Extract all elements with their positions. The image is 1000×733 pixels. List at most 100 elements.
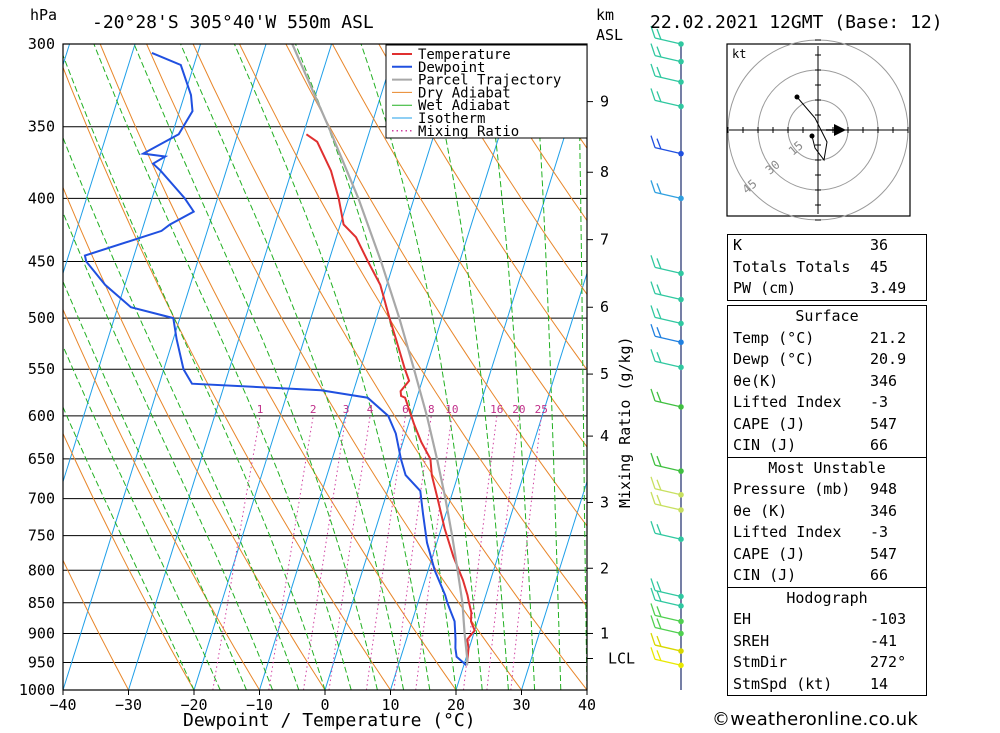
- pressure-tick-label: 400: [28, 189, 55, 207]
- mixing-ratio-line: [303, 415, 347, 690]
- stat-row: Dewp (°C) 20.9: [733, 350, 907, 368]
- barb-flag: [656, 523, 662, 535]
- wind-barb: [650, 180, 684, 202]
- mixing-ratio-line: [212, 415, 261, 690]
- wind-barb: [650, 521, 684, 543]
- temperature-tick-label: −10: [246, 696, 273, 714]
- stat-row: CAPE (J) 547: [733, 544, 898, 563]
- barb-shaft: [654, 191, 682, 199]
- dewpoint-line: [83, 51, 468, 667]
- wind-level-dot: [678, 593, 684, 600]
- wind-barb: [650, 281, 684, 303]
- temperature-line: [305, 133, 476, 666]
- run-datetime: 22.02.2021 12GMT (Base: 12): [650, 12, 943, 33]
- surface-table: Surface Temp (°C) 21.2 Dewp (°C) 20.9 θe(K…: [727, 305, 927, 696]
- dry-adiabat-line: [378, 44, 587, 371]
- wet-adiabat-line: [63, 405, 195, 690]
- wind-level-dot: [678, 364, 684, 371]
- dry-adiabat-line: [63, 559, 129, 690]
- wind-level-dot: [678, 339, 684, 346]
- km-tick-label: 7: [600, 231, 609, 249]
- wind-barb: [650, 578, 684, 600]
- stat-row: CAPE (J) 547: [733, 414, 898, 433]
- barb-flag: [656, 326, 662, 338]
- barb-flag: [650, 88, 656, 101]
- mixing-ratio-line: [510, 415, 542, 690]
- wind-profile: [650, 25, 684, 690]
- wind-level-dot: [678, 491, 684, 498]
- pressure-tick-label: 700: [28, 490, 55, 508]
- hpa-axis-unit: hPa: [30, 6, 57, 24]
- barb-flag: [650, 305, 656, 318]
- legend-entry: Wet Adiabat: [418, 98, 511, 114]
- wind-barb: [650, 135, 684, 157]
- barb-shaft: [654, 503, 682, 511]
- stat-row: CIN (J) 66: [733, 436, 889, 454]
- wet-adiabat-line: [295, 44, 457, 690]
- mixing-ratio-axis-label: Mixing Ratio (g/kg): [616, 336, 634, 508]
- wind-barb: [650, 388, 684, 410]
- location-title: -20°28'S 305°40'W 550m ASL: [92, 12, 374, 33]
- dry-adiabat-line: [239, 44, 587, 608]
- pressure-tick-label: 1000: [19, 681, 55, 699]
- km-tick-label: 3: [600, 493, 609, 511]
- wind-barb: [650, 43, 684, 65]
- legend-box: [385, 44, 588, 139]
- mixing-ratio-label: 20: [512, 403, 525, 416]
- isotherm-line: [193, 44, 398, 690]
- mixing-ratio-line: [486, 415, 520, 690]
- stat-row: CIN (J) 66: [733, 566, 889, 584]
- stat-row-pw: PW (cm) 3.49: [733, 279, 907, 297]
- pressure-tick-label: 450: [28, 253, 55, 271]
- profile-series: [83, 44, 476, 667]
- stat-row: Lifted Index -3: [733, 393, 889, 411]
- dry-adiabat-line: [63, 186, 326, 690]
- barb-flag: [650, 180, 656, 193]
- wind-level-dot: [678, 270, 684, 277]
- barb-flag: [650, 578, 656, 591]
- legend-entry: Dry Adiabat: [418, 85, 511, 101]
- wind-barb: [650, 88, 684, 110]
- barb-shaft: [654, 644, 682, 652]
- mixing-ratio-line: [328, 415, 371, 690]
- pressure-tick-label: 750: [28, 527, 55, 545]
- pressure-tick-label: 650: [28, 450, 55, 468]
- wind-barb: [650, 647, 684, 669]
- mixing-ratio-label: 4: [367, 403, 374, 416]
- wind-level-dot: [678, 41, 684, 47]
- temperature-tick-label: −20: [180, 696, 207, 714]
- barb-flag: [650, 615, 656, 628]
- parcel-trajectory-line: [291, 44, 469, 666]
- wind-barb: [650, 603, 684, 625]
- wind-level-dot: [678, 507, 684, 513]
- isotherm-line: [521, 479, 587, 690]
- isotherm-line: [63, 44, 267, 690]
- wind-level-dot: [678, 618, 684, 625]
- km-tick-label: 4: [600, 427, 609, 445]
- barb-flag: [650, 324, 656, 337]
- barb-shaft: [654, 464, 682, 472]
- isotherm-line: [259, 44, 464, 690]
- km-tick-label: 6: [600, 298, 609, 316]
- barb-shaft: [654, 360, 682, 368]
- dry-adiabat-line: [63, 308, 260, 690]
- pressure-tick-label: 850: [28, 594, 55, 612]
- mixing-ratio-label: 6: [402, 403, 409, 416]
- mixing-ratio-line: [415, 415, 453, 690]
- barb-flag: [650, 603, 656, 616]
- barb-flag: [656, 352, 662, 364]
- legend-entry: Parcel Trajectory: [418, 73, 561, 89]
- dry-adiabat-line: [63, 65, 391, 690]
- barb-shaft: [654, 599, 682, 607]
- credit-link[interactable]: ©weatheronline.co.uk: [712, 709, 919, 730]
- barb-flag: [650, 135, 656, 148]
- barb-flag: [656, 606, 662, 618]
- barb-shaft: [654, 532, 682, 540]
- wind-level-dot: [678, 195, 684, 202]
- barb-flag: [650, 452, 656, 466]
- temperature-tick-label: −40: [49, 696, 76, 714]
- wind-level-dot: [678, 468, 684, 474]
- wind-level-dot: [678, 103, 684, 110]
- dry-adiabat-line: [424, 44, 587, 296]
